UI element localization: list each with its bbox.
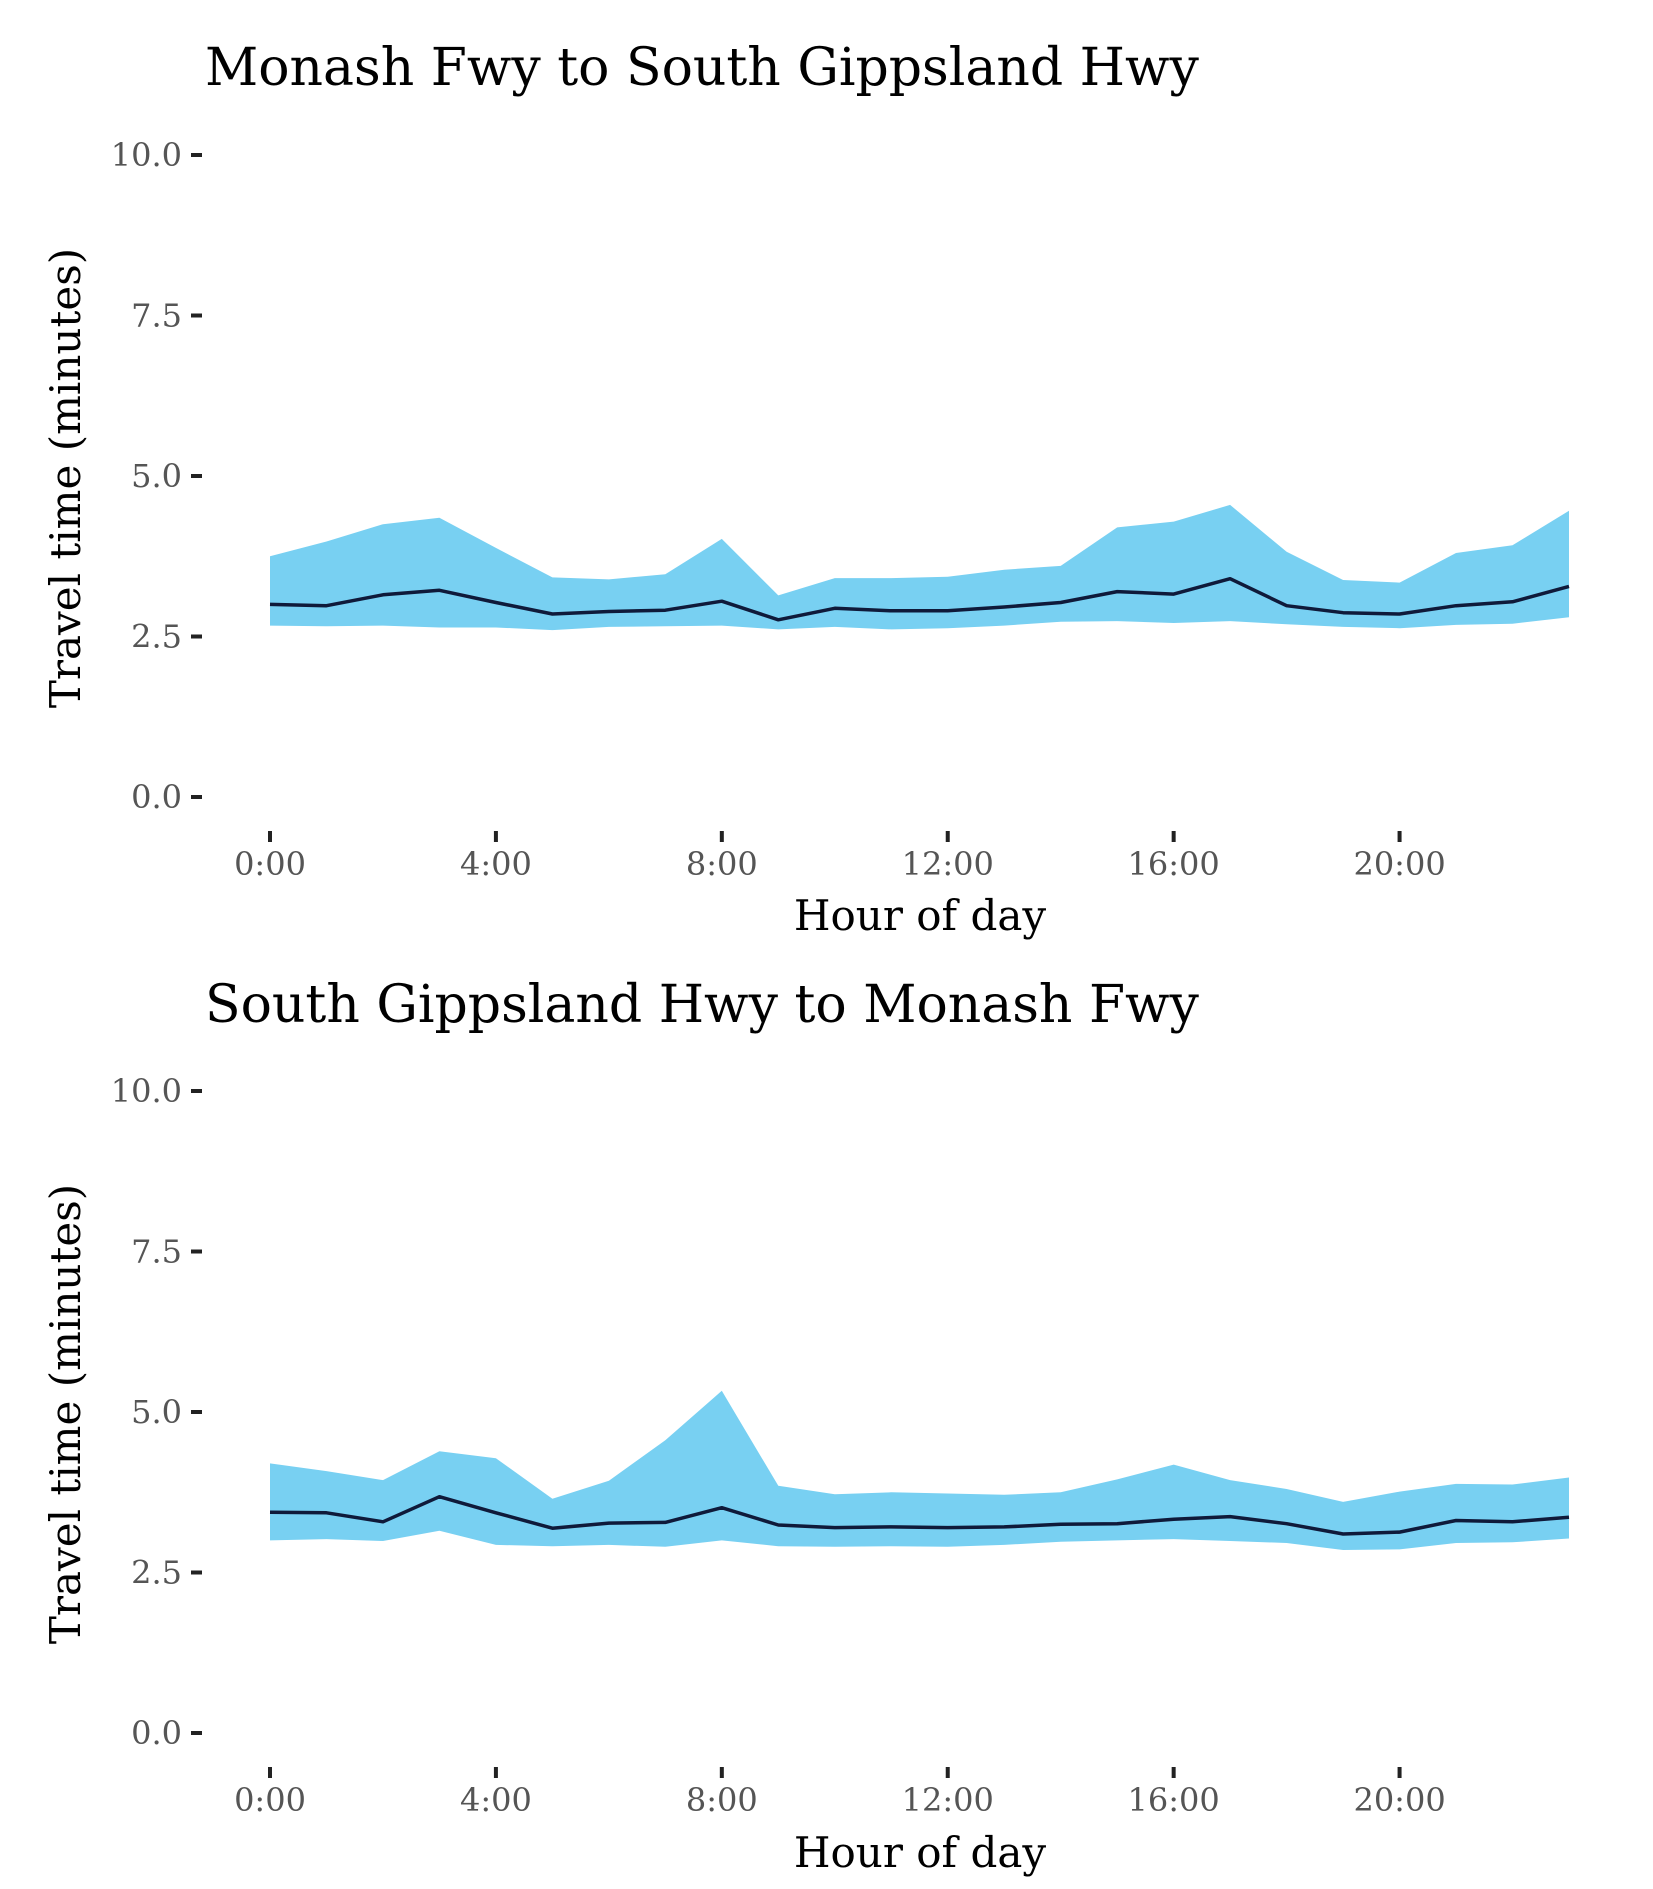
y-tick-label: 0.0 [131,1714,182,1752]
y-tick-label: 5.0 [131,457,182,495]
chart-panel-1: Monash Fwy to South Gippsland Hwy Travel… [41,38,1570,940]
y-tick-label: 7.5 [131,1233,182,1271]
x-tick-label: 16:00 [1128,1781,1220,1819]
x-tick-label: 8:00 [686,845,758,883]
line-layer [269,1494,1570,1536]
x-axis: 0:00 4:00 8:00 12:00 16:00 20:00 [234,831,1446,883]
range-band [270,504,1569,631]
y-tick-label: 2.5 [131,1554,182,1592]
x-tick-label: 16:00 [1128,845,1220,883]
chart-panel-2: South Gippsland Hwy to Monash Fwy Travel… [41,975,1570,1877]
chart-title: South Gippsland Hwy to Monash Fwy [205,975,1200,1035]
mean-line [269,576,1570,622]
x-tick-label: 0:00 [234,845,306,883]
range-band [270,1390,1569,1550]
x-tick-label: 12:00 [902,1781,994,1819]
x-tick-label: 4:00 [460,845,532,883]
band-layer [270,504,1569,631]
line-layer [269,576,1570,622]
x-tick-label: 20:00 [1353,845,1445,883]
y-axis-label: Travel time (minutes) [41,1184,90,1644]
y-tick-label: 2.5 [131,618,182,656]
y-axis-label: Travel time (minutes) [41,248,90,708]
y-tick-label: 10.0 [111,136,182,174]
y-tick-label: 7.5 [131,297,182,335]
y-axis: 0.0 2.5 5.0 7.5 10.0 [111,136,202,816]
x-axis: 0:00 4:00 8:00 12:00 16:00 20:00 [234,1767,1446,1819]
x-axis-label: Hour of day [794,1828,1046,1877]
y-tick-label: 5.0 [131,1393,182,1431]
x-tick-label: 4:00 [460,1781,532,1819]
mean-line [269,1494,1570,1536]
x-axis-label: Hour of day [794,891,1046,940]
x-tick-label: 12:00 [902,845,994,883]
chart-title: Monash Fwy to South Gippsland Hwy [205,38,1200,98]
x-tick-label: 8:00 [686,1781,758,1819]
y-tick-label: 10.0 [111,1072,182,1110]
y-tick-label: 0.0 [131,778,182,816]
x-tick-label: 20:00 [1353,1781,1445,1819]
band-layer [270,1390,1569,1550]
x-tick-label: 0:00 [234,1781,306,1819]
y-axis: 0.0 2.5 5.0 7.5 10.0 [111,1072,202,1752]
